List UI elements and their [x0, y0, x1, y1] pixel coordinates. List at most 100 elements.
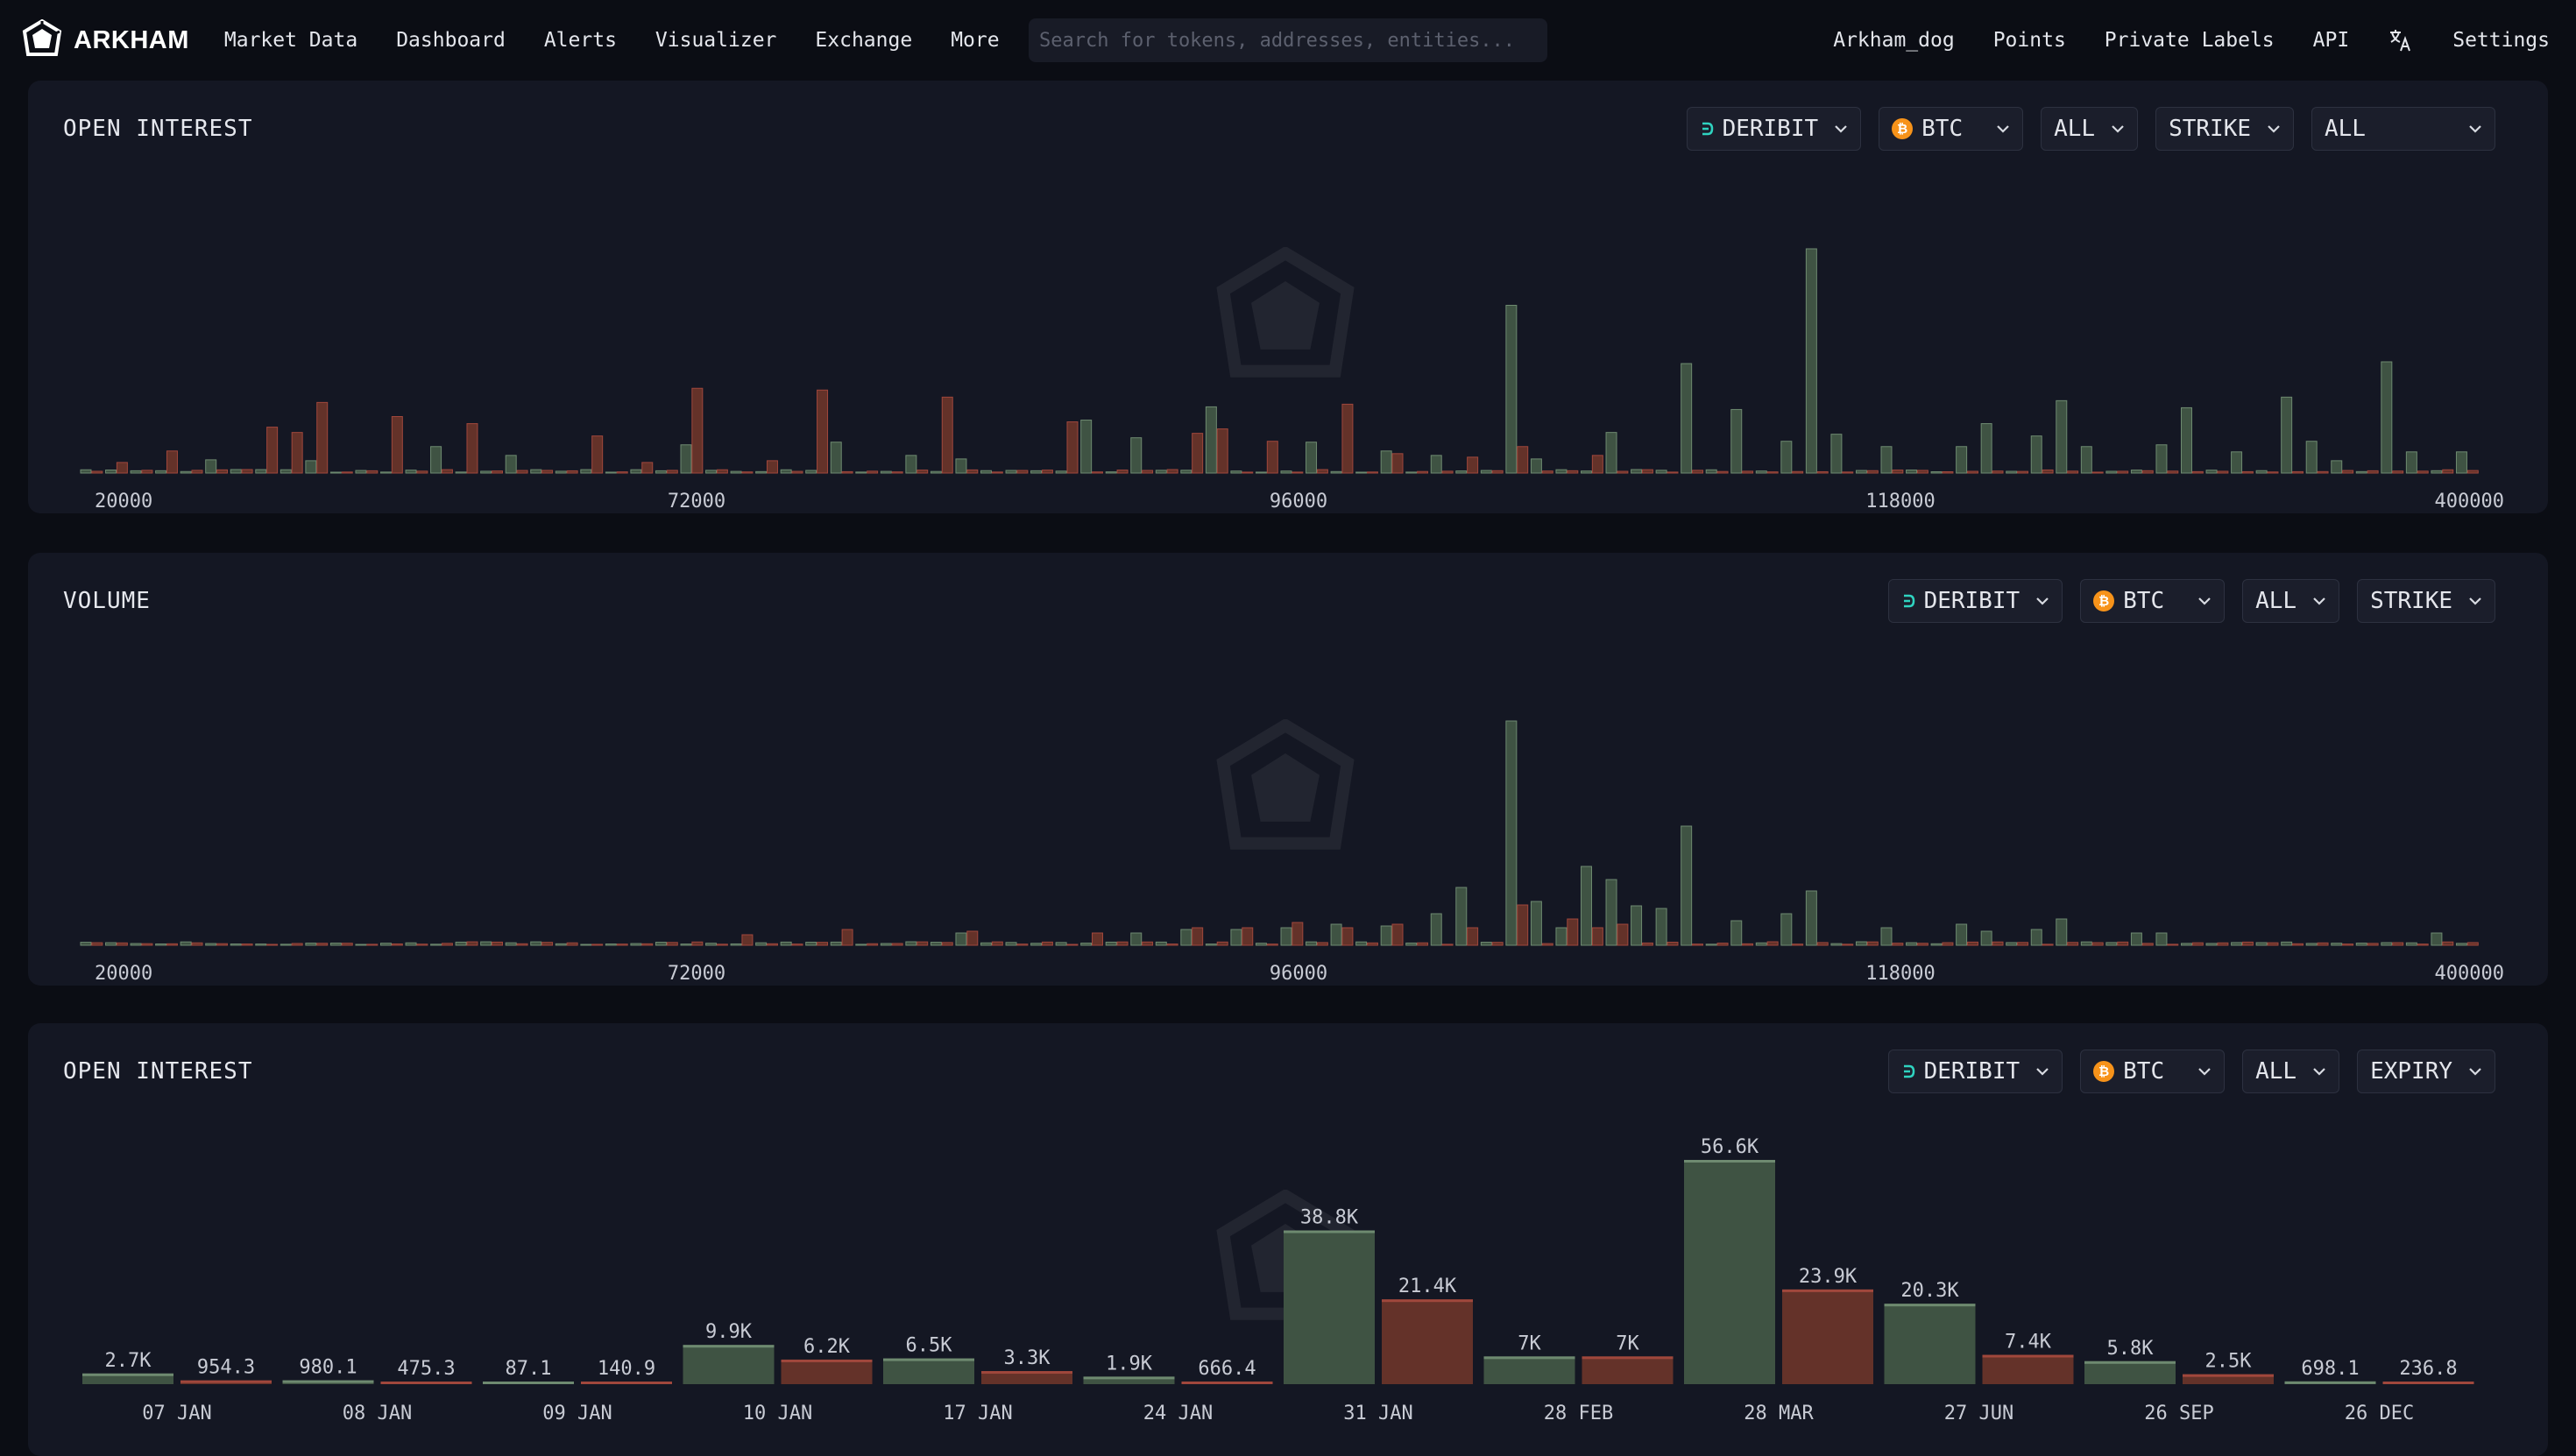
put-bar[interactable]	[2367, 943, 2379, 946]
put-bar[interactable]	[1792, 470, 1804, 474]
bar-top-edge[interactable]	[581, 1382, 672, 1384]
call-bar[interactable]	[1730, 408, 1743, 474]
put-bar[interactable]	[2417, 470, 2429, 474]
call-bar[interactable]	[1205, 406, 1217, 474]
call-bar[interactable]	[2281, 396, 2293, 474]
put-bar[interactable]	[2342, 470, 2354, 474]
put-bar[interactable]	[1391, 923, 1404, 946]
put-bar[interactable]	[416, 944, 428, 946]
put-bar[interactable]	[666, 470, 678, 474]
call-bar[interactable]	[1355, 941, 1368, 946]
bar-top-edge[interactable]	[1982, 1354, 2074, 1358]
put-bar[interactable]	[2017, 942, 2029, 946]
call-bar[interactable]	[2405, 942, 2417, 946]
put-bar[interactable]	[591, 435, 604, 474]
call-bar[interactable]	[1555, 469, 1568, 474]
put-bar[interactable]	[1716, 470, 1729, 474]
bar-top-edge[interactable]	[282, 1380, 374, 1383]
put-bar[interactable]	[2067, 470, 2079, 474]
put-bar[interactable]	[1982, 1354, 2074, 1384]
call-bar[interactable]	[1180, 470, 1192, 474]
put-bar[interactable]	[941, 396, 953, 474]
call-bar[interactable]	[1306, 442, 1318, 474]
call-bar[interactable]	[1930, 943, 1943, 946]
put-bar[interactable]	[1916, 470, 1928, 474]
bar-top-edge[interactable]	[1782, 1289, 1873, 1292]
call-bar[interactable]	[930, 942, 942, 946]
call-bar[interactable]	[2431, 470, 2443, 474]
call-bar[interactable]	[305, 943, 317, 946]
call-bar[interactable]	[980, 470, 992, 474]
put-bar[interactable]	[2017, 470, 2029, 474]
put-bar[interactable]	[1242, 471, 1254, 474]
put-bar[interactable]	[2241, 470, 2254, 474]
put-bar[interactable]	[191, 942, 203, 946]
put-bar[interactable]	[666, 942, 678, 946]
call-bar[interactable]	[880, 943, 892, 946]
call-bar[interactable]	[1631, 469, 1643, 474]
bar-top-edge[interactable]	[2084, 1361, 2176, 1364]
call-bar[interactable]	[1480, 470, 1492, 474]
call-bar[interactable]	[380, 471, 392, 474]
call-bar[interactable]	[255, 944, 267, 946]
bar-top-edge[interactable]	[1083, 1376, 1175, 1380]
put-bar[interactable]	[1792, 944, 1804, 946]
call-bar[interactable]	[1083, 1376, 1175, 1384]
put-bar[interactable]	[1892, 943, 1904, 946]
call-bar[interactable]	[2431, 932, 2443, 946]
call-bar[interactable]	[1780, 441, 1793, 474]
call-bar[interactable]	[1230, 929, 1242, 946]
call-bar[interactable]	[1030, 943, 1043, 946]
put-bar[interactable]	[1467, 456, 1479, 474]
put-bar[interactable]	[91, 942, 103, 946]
put-bar[interactable]	[366, 470, 379, 474]
bar-top-edge[interactable]	[380, 1382, 472, 1384]
call-bar[interactable]	[1284, 1230, 1375, 1384]
call-bar[interactable]	[2255, 942, 2268, 946]
put-bar[interactable]	[316, 943, 329, 946]
put-bar[interactable]	[1567, 470, 1579, 474]
put-bar[interactable]	[916, 941, 929, 946]
put-bar[interactable]	[791, 944, 803, 946]
put-bar[interactable]	[1591, 927, 1603, 946]
put-bar[interactable]	[1266, 944, 1278, 946]
bar-top-edge[interactable]	[2183, 1374, 2274, 1377]
call-bar[interactable]	[205, 459, 217, 474]
put-bar[interactable]	[1016, 470, 1029, 474]
asset-dropdown[interactable]: ₿ BTC	[2080, 579, 2226, 623]
put-bar[interactable]	[2191, 942, 2204, 946]
put-bar[interactable]	[1341, 403, 1354, 474]
put-bar[interactable]	[1066, 944, 1079, 946]
put-bar[interactable]	[2067, 942, 2079, 946]
call-bar[interactable]	[2181, 406, 2192, 474]
put-bar[interactable]	[291, 943, 303, 946]
call-bar[interactable]	[2405, 451, 2417, 474]
put-bar[interactable]	[1016, 944, 1029, 946]
call-bar[interactable]	[2105, 470, 2118, 474]
call-bar[interactable]	[805, 470, 817, 474]
call-bar[interactable]	[1980, 423, 1992, 474]
put-bar[interactable]	[2342, 944, 2354, 946]
put-bar[interactable]	[316, 401, 329, 474]
call-bar[interactable]	[880, 470, 892, 474]
call-bar[interactable]	[1155, 470, 1167, 474]
call-bar[interactable]	[780, 941, 792, 946]
call-bar[interactable]	[280, 469, 292, 474]
put-bar[interactable]	[691, 941, 704, 946]
call-bar[interactable]	[280, 944, 292, 946]
nav-link-points[interactable]: Points	[1992, 29, 2066, 52]
search-input[interactable]	[1029, 18, 1547, 62]
put-bar[interactable]	[1491, 942, 1504, 946]
call-bar[interactable]	[1581, 470, 1592, 474]
put-bar[interactable]	[1366, 942, 1378, 946]
call-bar[interactable]	[105, 942, 117, 946]
put-bar[interactable]	[1866, 470, 1879, 474]
put-bar[interactable]	[766, 943, 778, 946]
call-bar[interactable]	[1681, 825, 1693, 946]
put-bar[interactable]	[1092, 471, 1103, 474]
put-bar[interactable]	[2091, 471, 2104, 474]
put-bar[interactable]	[1242, 927, 1254, 946]
bar-top-edge[interactable]	[883, 1358, 974, 1361]
call-bar[interactable]	[480, 941, 492, 946]
put-bar[interactable]	[991, 941, 1003, 946]
